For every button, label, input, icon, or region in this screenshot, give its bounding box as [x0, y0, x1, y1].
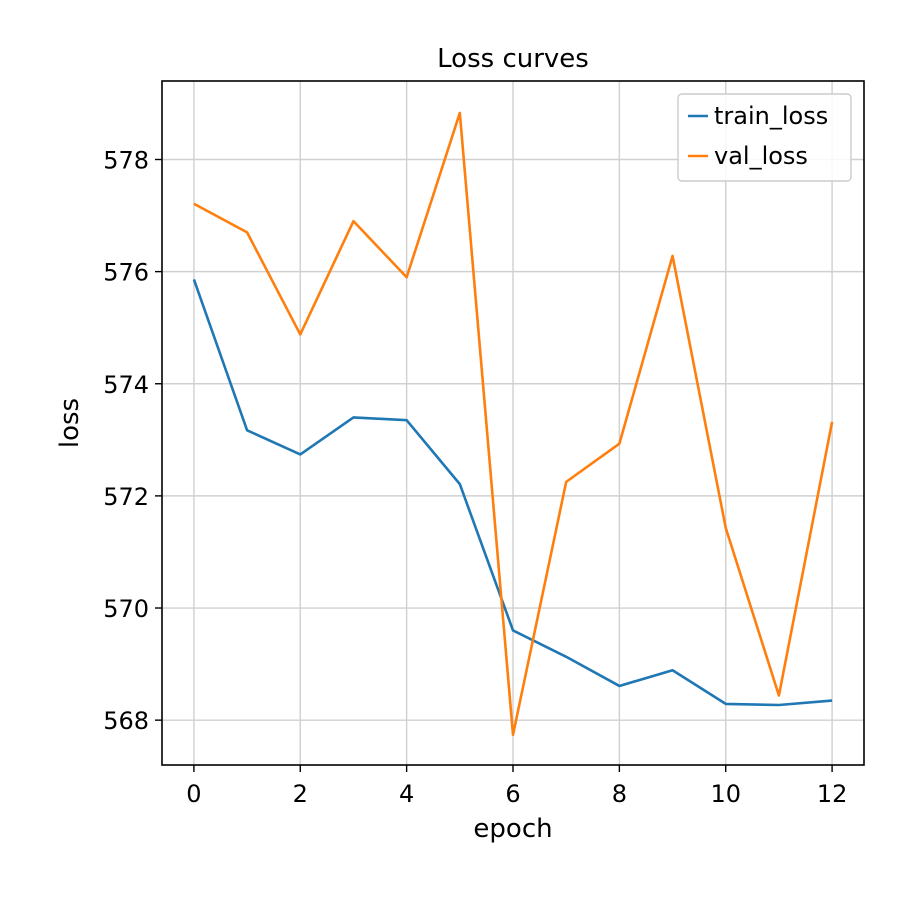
x-tick-label: 2 — [293, 780, 308, 808]
y-tick-label: 572 — [103, 483, 149, 511]
y-tick-label: 576 — [103, 259, 149, 287]
x-axis-label: epoch — [473, 814, 552, 844]
x-tick-label: 0 — [186, 780, 201, 808]
x-tick-label: 10 — [710, 780, 741, 808]
chart-title: Loss curves — [437, 44, 589, 74]
legend-box — [677, 93, 852, 182]
series-line-val-loss — [193, 111, 834, 737]
y-axis-label: loss — [55, 398, 85, 448]
legend-label-train-loss: train_loss — [714, 102, 828, 130]
y-tick-label: 578 — [103, 146, 149, 174]
legend-label-val-loss: val_loss — [714, 142, 808, 170]
x-tick-label: 12 — [817, 780, 848, 808]
y-tick-label: 574 — [103, 371, 149, 399]
x-tick-label: 6 — [505, 780, 520, 808]
grid — [162, 81, 864, 765]
legend: train_loss val_loss — [677, 93, 852, 182]
axis-ticks: 0 2 4 6 8 10 12 568 570 572 574 576 578 — [103, 146, 847, 808]
x-tick-label: 8 — [612, 780, 627, 808]
y-tick-label: 568 — [103, 707, 149, 735]
x-tick-label: 4 — [399, 780, 414, 808]
series-line-train-loss — [192, 279, 833, 707]
y-tick-label: 570 — [103, 595, 149, 623]
series-lines — [192, 111, 834, 737]
